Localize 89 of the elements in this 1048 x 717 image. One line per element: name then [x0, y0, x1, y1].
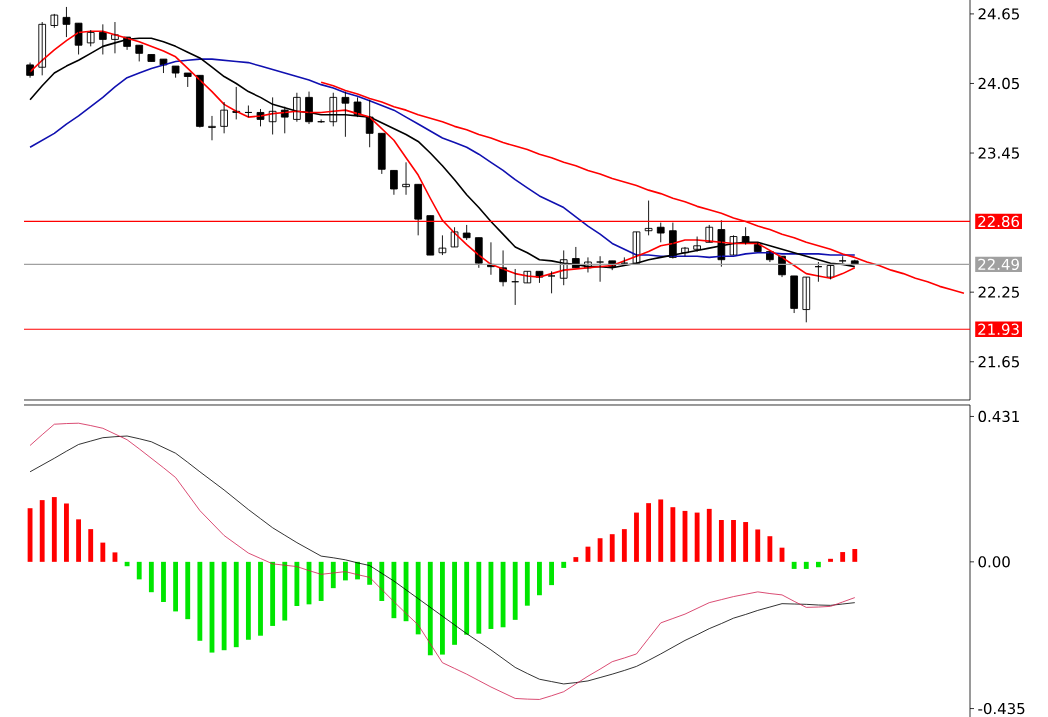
bar [549, 561, 555, 586]
bar [440, 561, 445, 655]
y-tick-label: -0.435 [978, 702, 1025, 715]
bar [452, 561, 457, 645]
bar [767, 536, 773, 562]
bar [524, 561, 530, 606]
y-tick-label: 24.65 [978, 8, 1019, 20]
candlestick [135, 44, 144, 62]
candlestick [632, 231, 641, 265]
bar [100, 542, 106, 562]
candlestick [729, 234, 738, 256]
y-tick-label: 22.25 [978, 286, 1019, 298]
bar [427, 561, 433, 656]
bar [670, 507, 676, 562]
bar [294, 561, 300, 607]
bar [379, 561, 385, 601]
bar [476, 561, 482, 634]
bar [743, 522, 749, 562]
bar [621, 529, 627, 562]
candlestick [171, 65, 180, 79]
bar [136, 561, 142, 580]
candlestick [159, 58, 168, 74]
y-tick-label: 24.05 [978, 77, 1019, 90]
candlestick [838, 255, 847, 264]
candlestick [802, 276, 811, 323]
bar [148, 561, 154, 593]
bar [731, 520, 736, 562]
bar [537, 561, 542, 596]
bar [415, 561, 421, 635]
bar [282, 561, 288, 621]
bar [828, 558, 833, 562]
bar [609, 534, 615, 562]
bar [512, 561, 518, 620]
ref-line-label: 21.93 [978, 323, 1019, 335]
bar [815, 561, 821, 568]
bar [270, 561, 276, 626]
bar [803, 561, 809, 569]
bar [330, 561, 336, 589]
bar [755, 529, 761, 562]
bar [706, 508, 712, 562]
bar [718, 520, 724, 562]
bar [597, 538, 603, 562]
ref-line-label: 22.49 [978, 258, 1019, 270]
bar [342, 561, 348, 581]
bar [185, 561, 191, 620]
bar [791, 561, 797, 569]
bar [852, 549, 858, 562]
bar [173, 561, 179, 612]
candlestick [377, 132, 386, 175]
candlestick [341, 91, 350, 138]
y-tick-label: 21.65 [978, 356, 1019, 368]
bar [221, 561, 227, 651]
bar [694, 512, 700, 562]
bar [124, 561, 130, 567]
candlestick [414, 183, 423, 236]
y-tick-label: 0.431 [978, 410, 1019, 423]
candlestick [183, 72, 192, 88]
candlestick [62, 6, 71, 38]
bar [391, 561, 397, 619]
bar [64, 503, 69, 562]
candlestick [656, 222, 665, 243]
bar [51, 497, 57, 562]
bar [464, 561, 470, 635]
bar [840, 552, 846, 562]
y-tick-label: 23.45 [978, 147, 1019, 159]
candlestick [147, 54, 156, 62]
candlestick [426, 215, 435, 256]
bar [197, 561, 203, 641]
candlestick [438, 234, 447, 256]
bar [258, 561, 263, 636]
candlestick [353, 96, 362, 118]
bar [646, 503, 652, 562]
bar [245, 561, 251, 640]
bar [88, 529, 94, 562]
bar [573, 557, 579, 562]
bar [634, 512, 639, 562]
bar [561, 561, 567, 568]
bar [39, 500, 45, 562]
bar [233, 561, 239, 648]
bar [161, 561, 166, 602]
candlestick [547, 270, 556, 294]
candlestick [86, 29, 95, 47]
ref-line-label: 22.86 [978, 215, 1020, 228]
bar [76, 519, 81, 562]
y-tick-label: 0.00 [978, 556, 1010, 568]
bar [318, 561, 324, 601]
bar [658, 499, 664, 562]
candlestick [462, 224, 471, 241]
candlestick [50, 13, 59, 29]
